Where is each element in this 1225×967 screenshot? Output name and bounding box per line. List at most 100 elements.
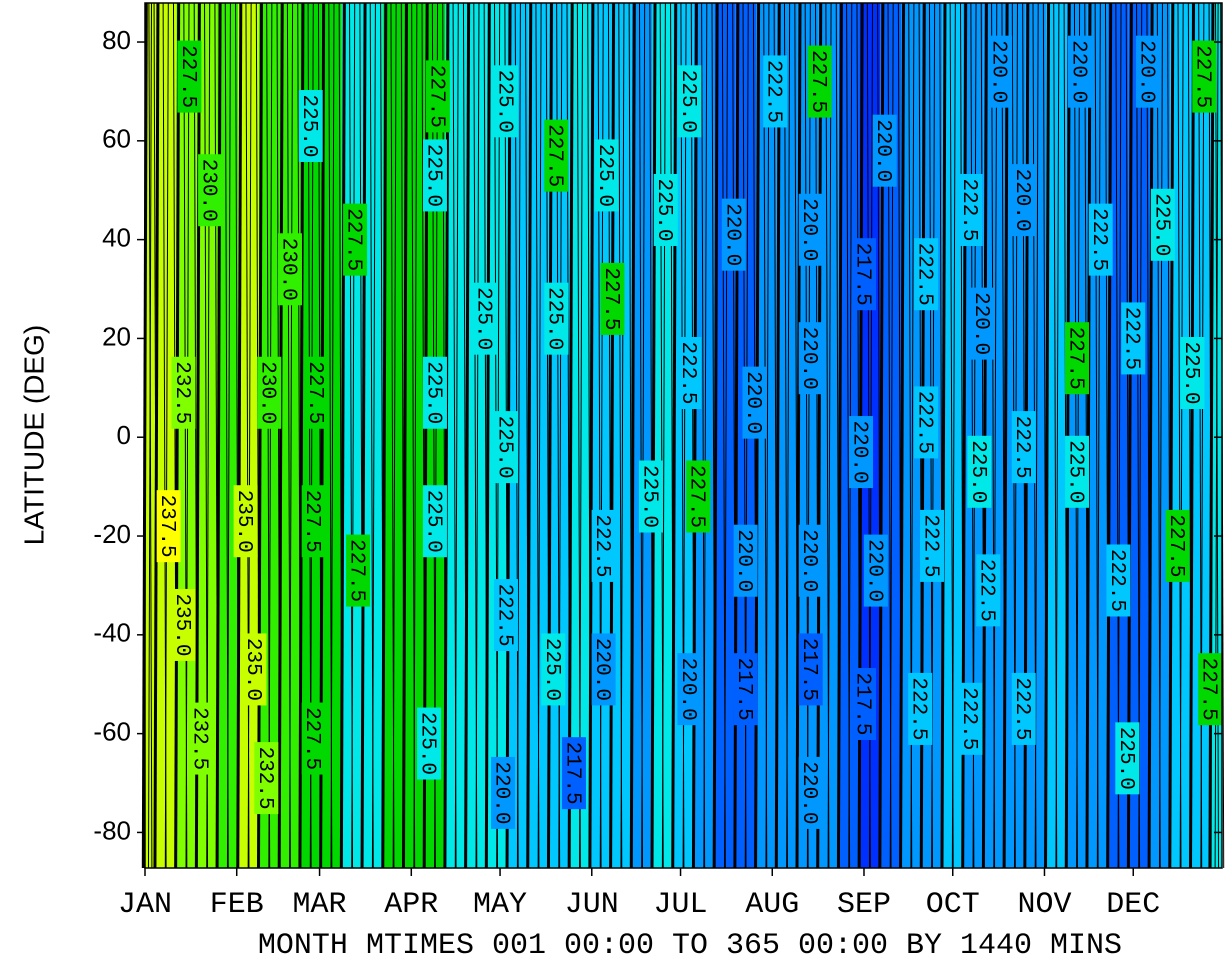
contour-band [383, 3, 404, 868]
contour-band [300, 3, 322, 868]
y-tick-label: 40 [102, 223, 131, 253]
contour-label-text: 227.5 [424, 65, 447, 128]
contour-label-bg [493, 579, 518, 652]
contour-label: 222.5 [762, 55, 788, 128]
contour-line [786, 2, 791, 869]
contour-label: 217.5 [797, 633, 823, 706]
contour-line [650, 2, 657, 869]
contour-label-text: 220.0 [1134, 40, 1157, 103]
contour-label-bg [807, 45, 832, 118]
contour-label-bg [425, 60, 450, 133]
contour-label-text: 220.0 [987, 40, 1010, 103]
contour-label-text: 227.5 [300, 490, 323, 553]
contour-label: 227.5 [300, 702, 326, 775]
contour-label: 225.0 [492, 411, 518, 484]
contour-line [289, 2, 294, 869]
contour-label-bg [1011, 164, 1036, 237]
contour-label-text: 225.0 [540, 638, 563, 701]
x-tick-label: FEB [210, 888, 264, 922]
contour-line [806, 2, 811, 869]
contour-label: 227.5 [176, 40, 202, 113]
contour-label: 222.5 [957, 173, 983, 246]
contour-band [403, 3, 425, 868]
contour-label: 222.5 [676, 337, 702, 410]
contour-label-text: 222.5 [918, 514, 941, 577]
contour-label-text: 230.0 [197, 159, 220, 222]
contour-line [537, 2, 542, 869]
contour-label-bg [958, 173, 983, 246]
contour-label: 222.5 [918, 509, 945, 582]
contour-label-bg [491, 756, 516, 829]
contour-label: 227.5 [599, 262, 625, 335]
contour-label-bg [958, 682, 983, 755]
contour-label-bg [304, 356, 329, 429]
contour-label-bg [544, 119, 569, 192]
contour-label-text: 225.0 [1179, 342, 1202, 405]
contour-label-text: 222.5 [676, 342, 699, 405]
contour-line [484, 2, 491, 869]
contour-label: 220.0 [969, 287, 995, 360]
contour-label: 237.5 [155, 490, 181, 563]
contour-label: 217.5 [850, 238, 876, 311]
contour-label-text: 220.0 [871, 119, 894, 182]
contour-line [147, 2, 152, 869]
contour-label-text: 222.5 [1087, 208, 1110, 271]
contour-label-bg [301, 702, 326, 775]
contour-label-text: 227.5 [599, 267, 622, 330]
contour-line [413, 2, 418, 869]
contour-band [631, 3, 653, 868]
contour-label-bg [1115, 722, 1140, 795]
contour-label-bg [562, 737, 587, 810]
y-tick-label: -60 [93, 717, 131, 747]
contour-line [765, 2, 770, 869]
contour-line [215, 2, 222, 869]
contour-label-bg [1165, 509, 1190, 582]
contour-label-bg [914, 386, 939, 459]
contour-band [880, 3, 901, 868]
contour-label: 217.5 [850, 667, 876, 740]
contour-label-text: 222.5 [492, 584, 515, 647]
contour-label: 222.5 [957, 682, 983, 755]
contour-label: 225.0 [543, 282, 569, 355]
contour-label-text: 227.5 [303, 361, 326, 424]
contour-label: 230.0 [276, 233, 302, 306]
contour-label: 230.0 [197, 154, 223, 227]
contour-label: 235.0 [232, 485, 258, 558]
contour-line [268, 2, 273, 869]
contour-band [673, 3, 694, 868]
contour-label-text: 225.0 [421, 490, 444, 553]
contour-line [1055, 2, 1060, 869]
contour-label-bg [1198, 653, 1223, 726]
contour-label-text: 220.0 [797, 327, 820, 390]
contour-band [445, 3, 467, 868]
contour-label: 225.0 [421, 139, 447, 212]
contour-label-text: 220.0 [797, 529, 820, 592]
x-tick-label: JAN [118, 888, 172, 922]
contour-line [1002, 2, 1009, 869]
y-tick-label: -80 [93, 815, 131, 845]
contour-label: 227.5 [300, 485, 326, 558]
contour-label-text: 235.0 [241, 638, 264, 701]
contour-line [339, 2, 346, 869]
contour-label-bg [763, 55, 788, 128]
contour-line [951, 2, 956, 869]
contour-label-text: 235.0 [170, 593, 193, 656]
contour-line [1064, 2, 1071, 869]
contour-label-bg [653, 173, 678, 246]
contour-label-bg [156, 490, 181, 563]
contour-label-text: 225.0 [415, 712, 438, 775]
contour-label-text: 222.5 [590, 514, 613, 577]
contour-label-text: 227.5 [806, 50, 829, 113]
contour-line [993, 2, 998, 869]
contour-label: 220.0 [797, 756, 823, 829]
contour-label: 222.5 [1105, 544, 1131, 617]
contour-band [942, 3, 964, 868]
contour-label-bg [343, 203, 368, 276]
contour-label-bg [301, 485, 326, 558]
contour-label-text: 220.0 [797, 198, 820, 261]
contour-label: 217.5 [732, 653, 758, 726]
contour-label-text: 220.0 [847, 421, 870, 484]
contour-label-text: 227.5 [176, 45, 199, 108]
x-axis-label: MONTH MTIMES 001 00:00 TO 365 00:00 BY 1… [258, 929, 1122, 963]
contour-label-bg [417, 707, 442, 780]
